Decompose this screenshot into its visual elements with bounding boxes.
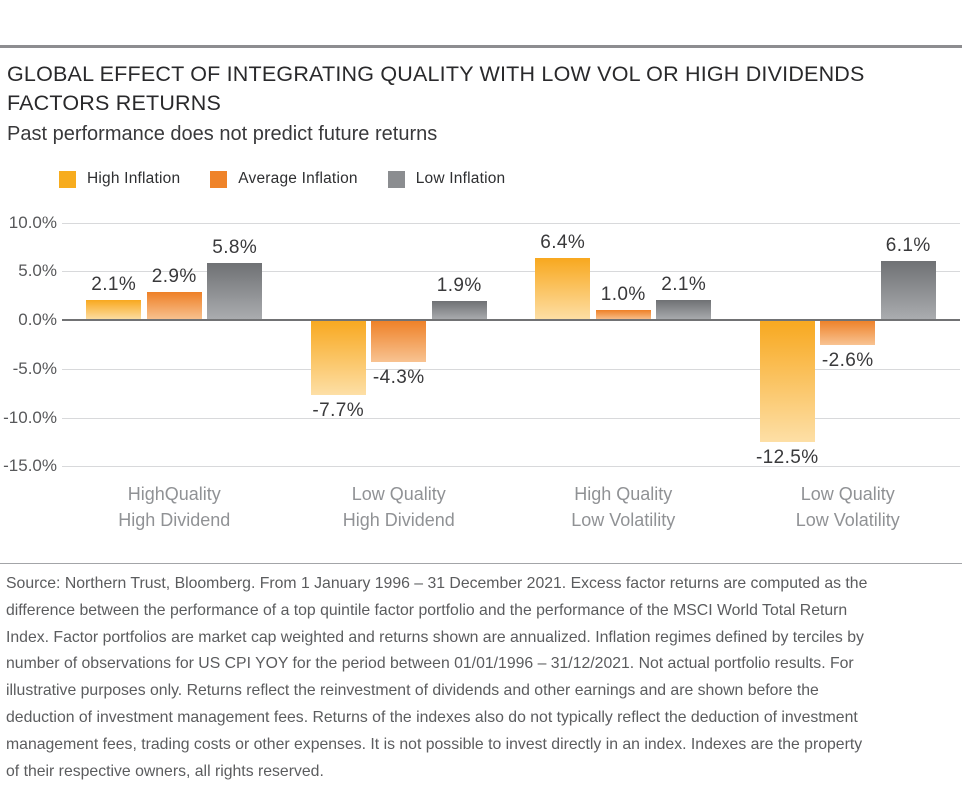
bar-high-inflation	[86, 299, 142, 320]
footer-divider-rule	[0, 563, 962, 564]
bar-value-label: 6.1%	[885, 234, 931, 256]
chart-subtitle: Past performance does not predict future…	[7, 123, 438, 145]
y-axis-tick-label: -5.0%	[12, 358, 57, 378]
bar-value-label: 2.1%	[661, 273, 707, 295]
category-label-line: Low Volatility	[571, 510, 676, 530]
gridline	[62, 368, 960, 370]
footnote-line: Source: Northern Trust, Bloomberg. From …	[6, 575, 868, 592]
legend-label: Low Inflation	[415, 170, 506, 187]
bar-value-label: -7.7%	[312, 400, 365, 422]
bar-chart: 10.0% 5.0% 0.0% -5.0% -10.0% -15.0% 2.1% -7.7% 6…	[0, 210, 962, 560]
footnote-line: number of observations for US CPI YOY fo…	[6, 655, 854, 673]
legend-item: Low Inflation	[387, 170, 506, 188]
bar-value-label: 2.9%	[151, 265, 197, 287]
bar-low-inflation	[656, 299, 712, 320]
chart-title: GLOBAL EFFECT OF INTEGRATING QUALITY WIT…	[7, 60, 955, 118]
category-label-line: Low Volatility	[795, 510, 900, 530]
bar-average-inflation	[146, 291, 202, 320]
category-label: Low Quality Low Volatility	[748, 481, 948, 533]
category-label: High Quality Low Volatility	[523, 481, 723, 533]
bar-value-label: 6.4%	[540, 231, 586, 253]
bar-value-label: -2.6%	[821, 350, 874, 372]
legend-swatch-icon	[210, 170, 228, 188]
bar-value-label: 1.9%	[436, 275, 482, 297]
bar-average-inflation	[820, 320, 876, 346]
category-label: Low Quality High Dividend	[299, 481, 499, 533]
category-label: HighQuality High Dividend	[74, 481, 274, 533]
bar-low-inflation	[431, 301, 487, 320]
footnote-line: Index. Factor portfolios are market cap …	[6, 628, 864, 646]
bar-value-label: -12.5%	[755, 446, 819, 468]
category-label-line: High Dividend	[342, 510, 455, 530]
gridline	[62, 417, 960, 419]
category-label-line: Low Quality	[351, 484, 446, 504]
y-axis-tick-label: 5.0%	[18, 261, 57, 281]
footnote-line: difference between the performance of a …	[6, 601, 848, 619]
category-label-line: HighQuality	[127, 484, 221, 504]
gridline	[62, 271, 960, 273]
bar-low-inflation	[880, 260, 936, 320]
chart-title-line: FACTORS RETURNS	[7, 91, 222, 115]
bar-value-label: 1.0%	[600, 284, 646, 306]
y-axis-tick-label: -15.0%	[3, 456, 57, 476]
bar-high-inflation	[310, 320, 366, 396]
footnote-line: illustrative purposes only. Returns refl…	[6, 682, 819, 700]
chart-title-line: GLOBAL EFFECT OF INTEGRATING QUALITY WIT…	[7, 62, 865, 86]
y-axis-tick-label: -10.0%	[3, 407, 57, 427]
legend-swatch-icon	[59, 170, 76, 188]
chart-legend: High Inflation Average Inflation Low Infla…	[59, 170, 505, 188]
gridline	[62, 222, 960, 224]
y-axis-tick-label: 10.0%	[8, 212, 57, 232]
gridline	[62, 466, 960, 468]
footnote-line: of their respective owners, all rights r…	[6, 762, 324, 780]
bar-average-inflation	[595, 310, 651, 320]
bar-high-inflation	[535, 257, 591, 320]
bar-average-inflation	[371, 320, 427, 362]
source-footnote: Source: Northern Trust, Bloomberg. From …	[6, 571, 956, 785]
category-label-line: Low Quality	[800, 484, 895, 504]
category-label-line: High Dividend	[118, 510, 231, 530]
legend-item: Average Inflation	[210, 170, 358, 188]
bar-value-label: 2.1%	[91, 273, 137, 295]
legend-label: High Inflation	[87, 170, 181, 187]
footnote-line: deduction of investment management fees.…	[6, 708, 858, 726]
legend-label: Average Inflation	[238, 170, 358, 187]
bar-low-inflation	[207, 263, 263, 320]
top-divider-rule	[0, 45, 962, 48]
zero-axis-line	[62, 319, 960, 321]
legend-item: High Inflation	[59, 170, 180, 188]
bar-value-label: -4.3%	[372, 366, 425, 388]
footnote-line: management fees, trading costs or other …	[6, 735, 863, 753]
bar-high-inflation	[759, 320, 815, 442]
legend-swatch-icon	[387, 170, 405, 188]
category-label-line: High Quality	[574, 484, 673, 504]
bar-value-label: 5.8%	[212, 237, 258, 259]
y-axis-tick-label: 0.0%	[18, 310, 57, 329]
